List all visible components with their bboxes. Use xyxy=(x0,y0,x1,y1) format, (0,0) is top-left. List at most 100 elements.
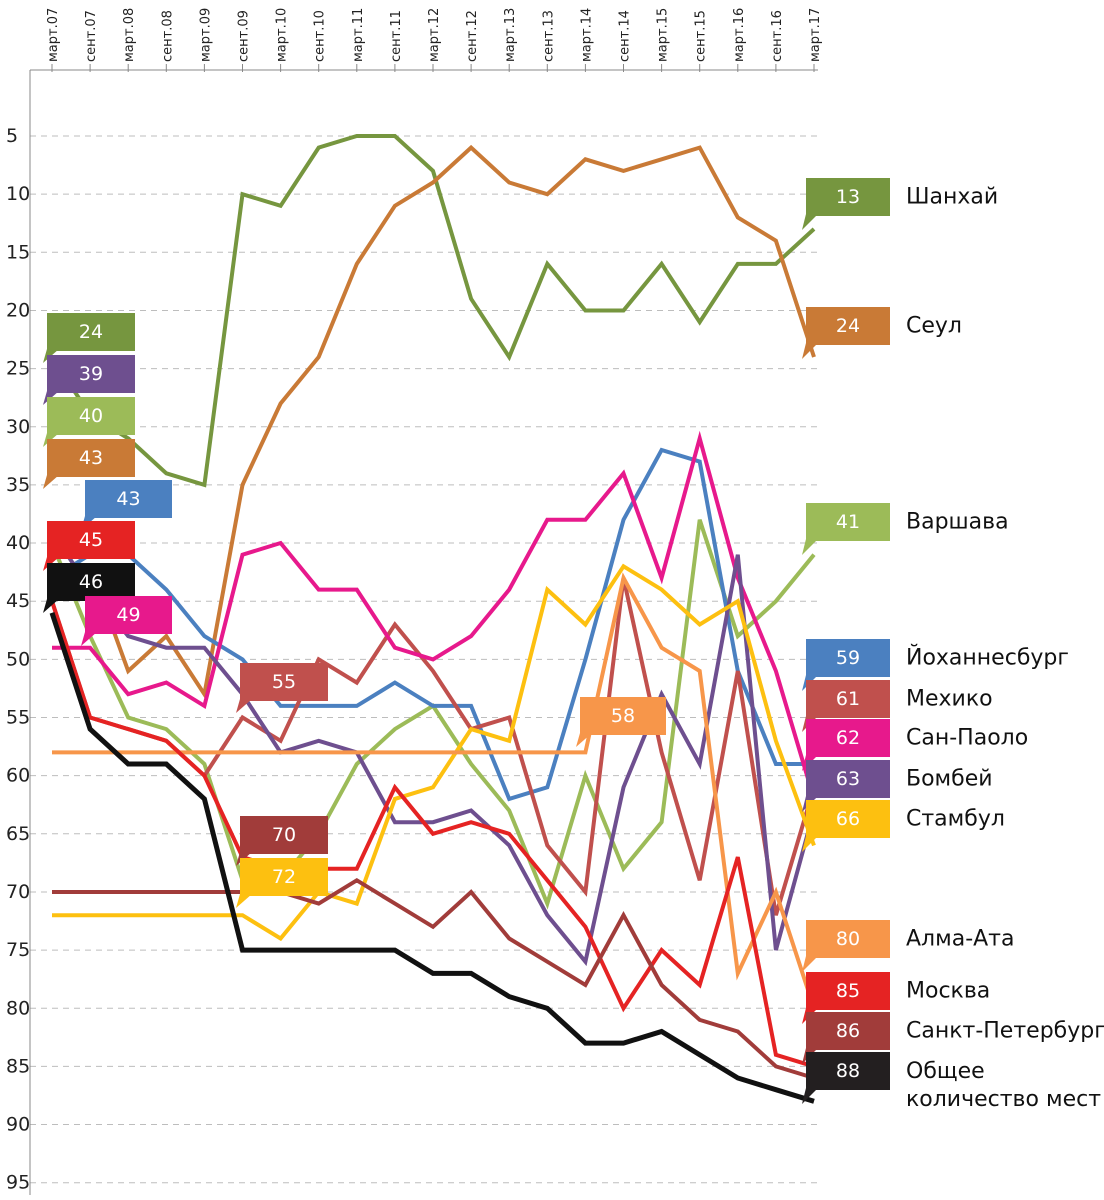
end-value: 85 xyxy=(836,980,860,1002)
mid-value-badges: 55 70 72 58 xyxy=(236,663,666,908)
series-line xyxy=(52,572,816,1009)
badge-box xyxy=(806,503,890,541)
axes xyxy=(29,69,818,1195)
x-tick-label: сент.12 xyxy=(465,10,480,62)
badge-box xyxy=(240,816,328,854)
badge-box xyxy=(806,920,890,958)
x-tick-label: март.14 xyxy=(579,8,594,62)
x-tick-label: март.07 xyxy=(46,8,61,62)
y-tick-label: 70 xyxy=(6,881,30,903)
end-value: 61 xyxy=(836,688,860,710)
value-badge: 55 xyxy=(236,663,328,713)
y-tick-label: 35 xyxy=(6,474,30,496)
badge-box xyxy=(47,397,135,435)
value-badge: 24 xyxy=(43,313,135,363)
x-tick-label: март.13 xyxy=(503,8,518,62)
badge-box xyxy=(806,1012,890,1050)
series-lines xyxy=(49,134,816,1104)
badge-box xyxy=(240,858,328,896)
y-tick-label: 65 xyxy=(6,823,30,845)
badge-value: 49 xyxy=(116,604,140,626)
badge-box xyxy=(806,719,890,757)
badge-pointer xyxy=(43,599,59,613)
badge-value: 70 xyxy=(272,824,296,846)
series-line xyxy=(52,563,816,942)
end-value: 62 xyxy=(836,727,860,749)
x-tick-label: март.11 xyxy=(351,8,366,62)
badge-value: 46 xyxy=(79,571,103,593)
badge-pointer xyxy=(802,539,818,555)
badge-value: 43 xyxy=(116,488,140,510)
value-badge: 43 xyxy=(81,480,172,530)
badge-box xyxy=(240,663,328,701)
badge-pointer xyxy=(43,475,59,489)
value-badge: 49 xyxy=(81,596,172,646)
x-tick-labels: март.07 сент.07 март.08 сент.08 март.09 сент.… xyxy=(46,8,823,72)
series-line xyxy=(52,430,816,800)
badge-box xyxy=(806,760,890,798)
badge-box xyxy=(580,697,666,735)
series-line xyxy=(50,134,816,488)
y-tick-label: 55 xyxy=(6,707,30,729)
end-value: 80 xyxy=(836,928,860,950)
badge-box xyxy=(85,480,172,518)
badge-pointer xyxy=(236,699,252,713)
series-name-label: Алма-Ата xyxy=(906,927,1014,952)
end-value: 88 xyxy=(836,1060,860,1082)
badge-box xyxy=(47,563,135,601)
y-tick-label: 40 xyxy=(6,532,30,554)
badge-value: 43 xyxy=(79,447,103,469)
y-tick-label: 5 xyxy=(6,125,18,147)
badge-box xyxy=(47,439,135,477)
x-tick-label: март.10 xyxy=(275,8,290,62)
x-tick-label: сент.08 xyxy=(160,10,175,62)
y-tick-label: 45 xyxy=(6,590,30,612)
x-tick-label: март.08 xyxy=(122,8,137,62)
x-tick-label: сент.13 xyxy=(541,10,556,62)
badge-pointer xyxy=(236,894,252,908)
value-badge: 39 xyxy=(43,355,135,405)
x-tick-label: сент.07 xyxy=(84,10,99,62)
badge-box xyxy=(806,972,890,1010)
series-name-label: Йоханнесбург xyxy=(906,645,1069,671)
badge-pointer xyxy=(802,214,818,230)
end-label: 41 Варшава xyxy=(802,503,1009,555)
badge-box xyxy=(47,355,135,393)
series-name-label: Шанхай xyxy=(906,185,998,210)
end-label: 61 Мехико xyxy=(802,680,993,732)
badge-value: 40 xyxy=(79,405,103,427)
badge-pointer xyxy=(802,343,818,359)
badge-value: 72 xyxy=(272,866,296,888)
badge-box xyxy=(806,1052,890,1090)
end-label: 66 Стамбул xyxy=(802,800,1005,852)
series-line xyxy=(49,612,815,1104)
series-name-label: Сеул xyxy=(906,314,962,339)
end-value: 59 xyxy=(836,647,860,669)
x-tick-label: март.15 xyxy=(656,8,671,62)
x-tick-label: сент.10 xyxy=(313,10,328,62)
y-tick-label: 25 xyxy=(6,358,30,380)
end-label: 24 Сеул xyxy=(802,307,962,359)
end-label: 63 Бомбей xyxy=(802,760,993,812)
value-badge: 72 xyxy=(236,858,328,908)
x-tick-label: сент.14 xyxy=(618,10,633,62)
series-name-label: Москва xyxy=(906,979,990,1004)
badge-pointer xyxy=(802,1088,818,1104)
value-badge: 58 xyxy=(576,697,666,747)
badge-box xyxy=(806,639,890,677)
x-tick-label: сент.11 xyxy=(389,10,404,62)
value-badge: 70 xyxy=(236,816,328,866)
end-label: 80 Алма-Ата xyxy=(802,920,1014,972)
end-value: 86 xyxy=(836,1020,860,1042)
y-tick-label: 75 xyxy=(6,939,30,961)
end-label: 13 Шанхай xyxy=(802,178,998,230)
badge-pointer xyxy=(802,836,818,852)
y-tick-label: 95 xyxy=(6,1172,30,1194)
badge-box xyxy=(47,521,135,559)
series-line xyxy=(51,144,816,700)
badge-value: 24 xyxy=(79,321,103,343)
badge-pointer xyxy=(802,956,818,972)
value-badge: 40 xyxy=(43,397,135,447)
y-tick-label: 85 xyxy=(6,1055,30,1077)
